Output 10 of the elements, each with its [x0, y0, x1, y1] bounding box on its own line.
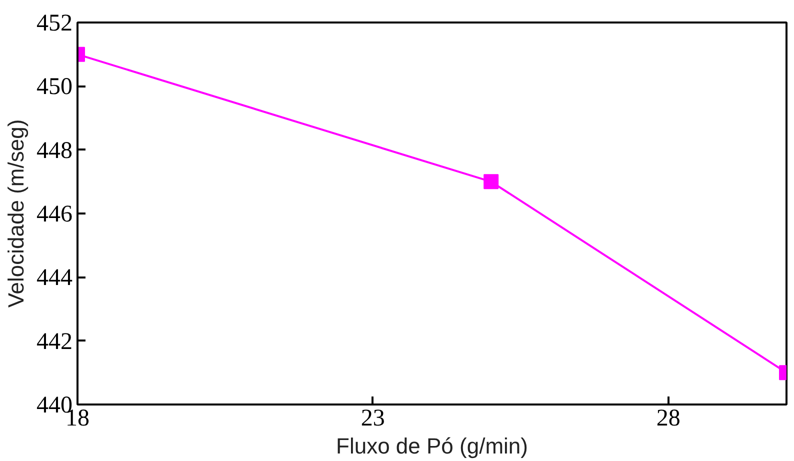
- x-axis-title: Fluxo de Pó (g/min): [336, 434, 528, 458]
- x-tick-label: 23: [360, 406, 385, 432]
- y-tick-label: 446: [36, 202, 72, 228]
- y-tick-label: 450: [36, 74, 72, 100]
- y-tick-label: 442: [36, 328, 72, 355]
- y-tick-label: 448: [36, 138, 72, 164]
- y-axis-title: Velocidade (m/seg): [4, 119, 28, 308]
- x-tick-label: 28: [656, 406, 680, 432]
- y-tick-label: 444: [36, 265, 72, 292]
- y-tick-label: 452: [36, 10, 72, 36]
